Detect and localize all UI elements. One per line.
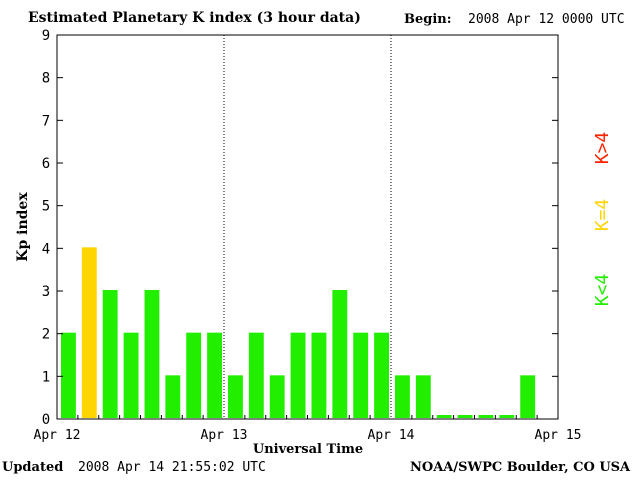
x-tick-label: Apr 12 — [34, 428, 81, 443]
chart-title: Estimated Planetary K index (3 hour data… — [28, 10, 361, 26]
tick-layer: 0 1 2 3 4 5 6 7 8 9 Apr 12 Apr 13 Apr 14 Apr 15 — [34, 28, 582, 443]
kp-bar — [374, 332, 389, 418]
kp-bar — [228, 375, 243, 418]
legend-item: K=4 — [592, 199, 613, 232]
y-tick-label: 5 — [42, 199, 50, 215]
kp-bar — [61, 332, 76, 418]
kp-bar — [248, 332, 264, 418]
grid-layer — [223, 35, 392, 419]
y-tick-label: 2 — [42, 327, 50, 343]
y-tick-label: 4 — [42, 241, 50, 257]
x-axis-label: Universal Time — [253, 442, 363, 457]
kp-bar — [457, 415, 473, 418]
kp-bar — [165, 375, 181, 418]
legend-item: K<4 — [592, 274, 613, 307]
y-tick-label: 3 — [42, 284, 50, 300]
y-tick-label: 1 — [42, 369, 50, 385]
kp-bar — [269, 375, 285, 418]
y-tick-label: 8 — [42, 71, 50, 87]
updated-value: 2008 Apr 14 21:55:02 UTC — [78, 460, 266, 475]
kp-bar — [311, 332, 327, 418]
y-axis-label: Kp index — [15, 192, 31, 262]
kp-bar — [186, 332, 202, 418]
kp-bar — [499, 415, 515, 418]
kp-bar — [395, 375, 410, 418]
y-tick-label: 0 — [42, 412, 50, 428]
kp-bar — [332, 290, 348, 418]
kp-bar — [102, 290, 118, 418]
kp-bar — [353, 332, 369, 418]
kp-bar — [144, 290, 160, 418]
x-tick-label: Apr 14 — [368, 428, 415, 443]
kp-bar — [436, 415, 452, 418]
kp-bar — [207, 332, 222, 418]
updated-label: Updated — [2, 460, 64, 475]
kp-bar — [415, 375, 431, 418]
bar-layer — [61, 247, 536, 418]
y-tick-label: 9 — [42, 28, 50, 44]
begin-value: 2008 Apr 12 0000 UTC — [468, 12, 625, 27]
kp-bar — [478, 415, 494, 418]
kp-bar — [81, 247, 97, 418]
x-tick-label: Apr 13 — [201, 428, 248, 443]
x-tick-label: Apr 15 — [535, 428, 582, 443]
begin-label: Begin: — [404, 12, 452, 27]
y-tick-label: 6 — [42, 156, 50, 172]
legend-item: K>4 — [592, 132, 613, 165]
legend: K<4 K=4 K>4 — [592, 132, 613, 307]
y-tick-label: 7 — [42, 113, 50, 129]
credit-text: NOAA/SWPC Boulder, CO USA — [410, 460, 631, 475]
kp-bar — [290, 332, 306, 418]
kp-bar — [520, 375, 536, 418]
kp-bar — [123, 332, 139, 418]
